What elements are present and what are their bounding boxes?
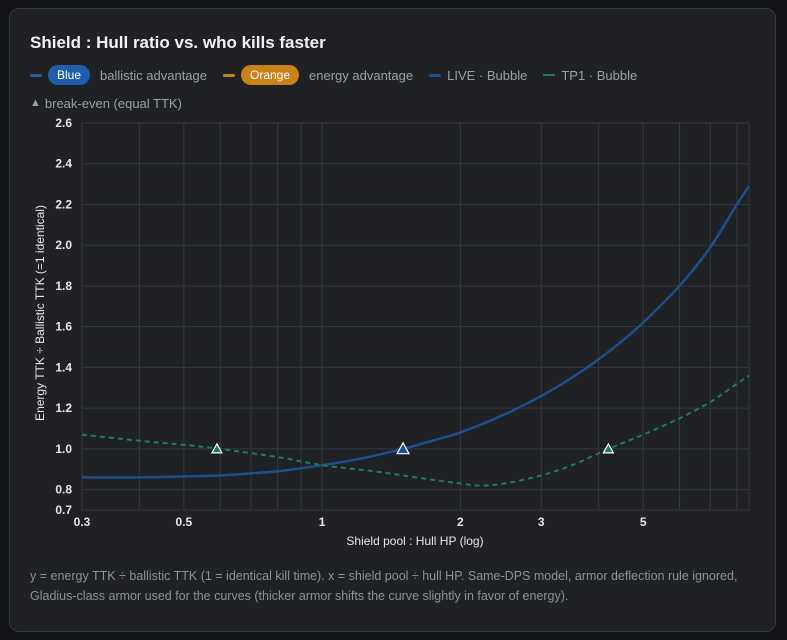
y-axis-label: Energy TTK ÷ Ballistic TTK (=1 identical… <box>33 205 47 421</box>
legend-breakeven: ▲ break-even (equal TTK) <box>30 93 182 113</box>
break-even-marker <box>395 441 411 455</box>
footnote: y = energy TTK ÷ ballistic TTK (1 = iden… <box>30 569 738 603</box>
legend-orange-pill[interactable]: Orange <box>241 65 300 85</box>
series-live-line <box>81 185 751 479</box>
x-tick-label: 0.3 <box>74 515 91 529</box>
y-tick-label: 1.4 <box>55 360 72 374</box>
y-tick-label: 2.6 <box>55 116 72 130</box>
y-tick-label: 1.8 <box>55 279 72 293</box>
legend-blue-pill[interactable]: Blue <box>48 65 91 85</box>
x-tick-label: 0.5 <box>176 515 193 529</box>
tp1-line-swatch <box>543 74 556 76</box>
legend: Blue ballistic advantage Orange energy a… <box>30 65 653 85</box>
chart-title: Shield : Hull ratio vs. who kills faster <box>30 33 326 52</box>
x-axis-label: Shield pool : Hull HP (log) <box>346 534 483 548</box>
legend-tp1-item[interactable]: TP1 · Bubble <box>561 67 638 83</box>
series <box>81 185 751 487</box>
legend-orange-text: energy advantage <box>309 67 414 83</box>
chart-card: Shield : Hull ratio vs. who kills faster… <box>9 8 776 632</box>
y-tick-label: 0.8 <box>55 483 72 497</box>
y-tick-label: 0.7 <box>55 503 72 517</box>
live-line-swatch <box>429 73 442 77</box>
break-even-markers <box>210 441 615 455</box>
series-tp1-line <box>81 374 750 487</box>
y-tick-label: 2.4 <box>55 157 72 171</box>
y-tick-label: 1.2 <box>55 401 72 415</box>
orange-swatch <box>223 73 235 77</box>
legend-live-item[interactable]: LIVE · Bubble <box>447 67 528 83</box>
legend-blue-text: ballistic advantage <box>100 67 207 83</box>
break-even-marker <box>210 442 223 454</box>
x-tick-label: 2 <box>457 515 464 529</box>
break-even-marker <box>602 442 615 454</box>
y-tick-label: 2.0 <box>55 238 72 252</box>
triangle-icon: ▲ <box>30 97 41 109</box>
axes: 0.7 0.8 1.0 1.2 1.4 1.6 1.8 2.0 2.2 2.4 2.6 0.3 0.5 1… <box>55 116 647 529</box>
y-tick-label: 2.2 <box>55 197 72 211</box>
y-tick-label: 1.6 <box>55 320 72 334</box>
x-tick-label: 1 <box>319 515 326 529</box>
y-tick-label: 1.0 <box>55 442 72 456</box>
legend-breakeven-text: break-even (equal TTK) <box>44 95 182 111</box>
blue-swatch <box>30 73 42 77</box>
x-tick-label: 3 <box>538 515 545 529</box>
x-tick-label: 5 <box>640 515 647 529</box>
